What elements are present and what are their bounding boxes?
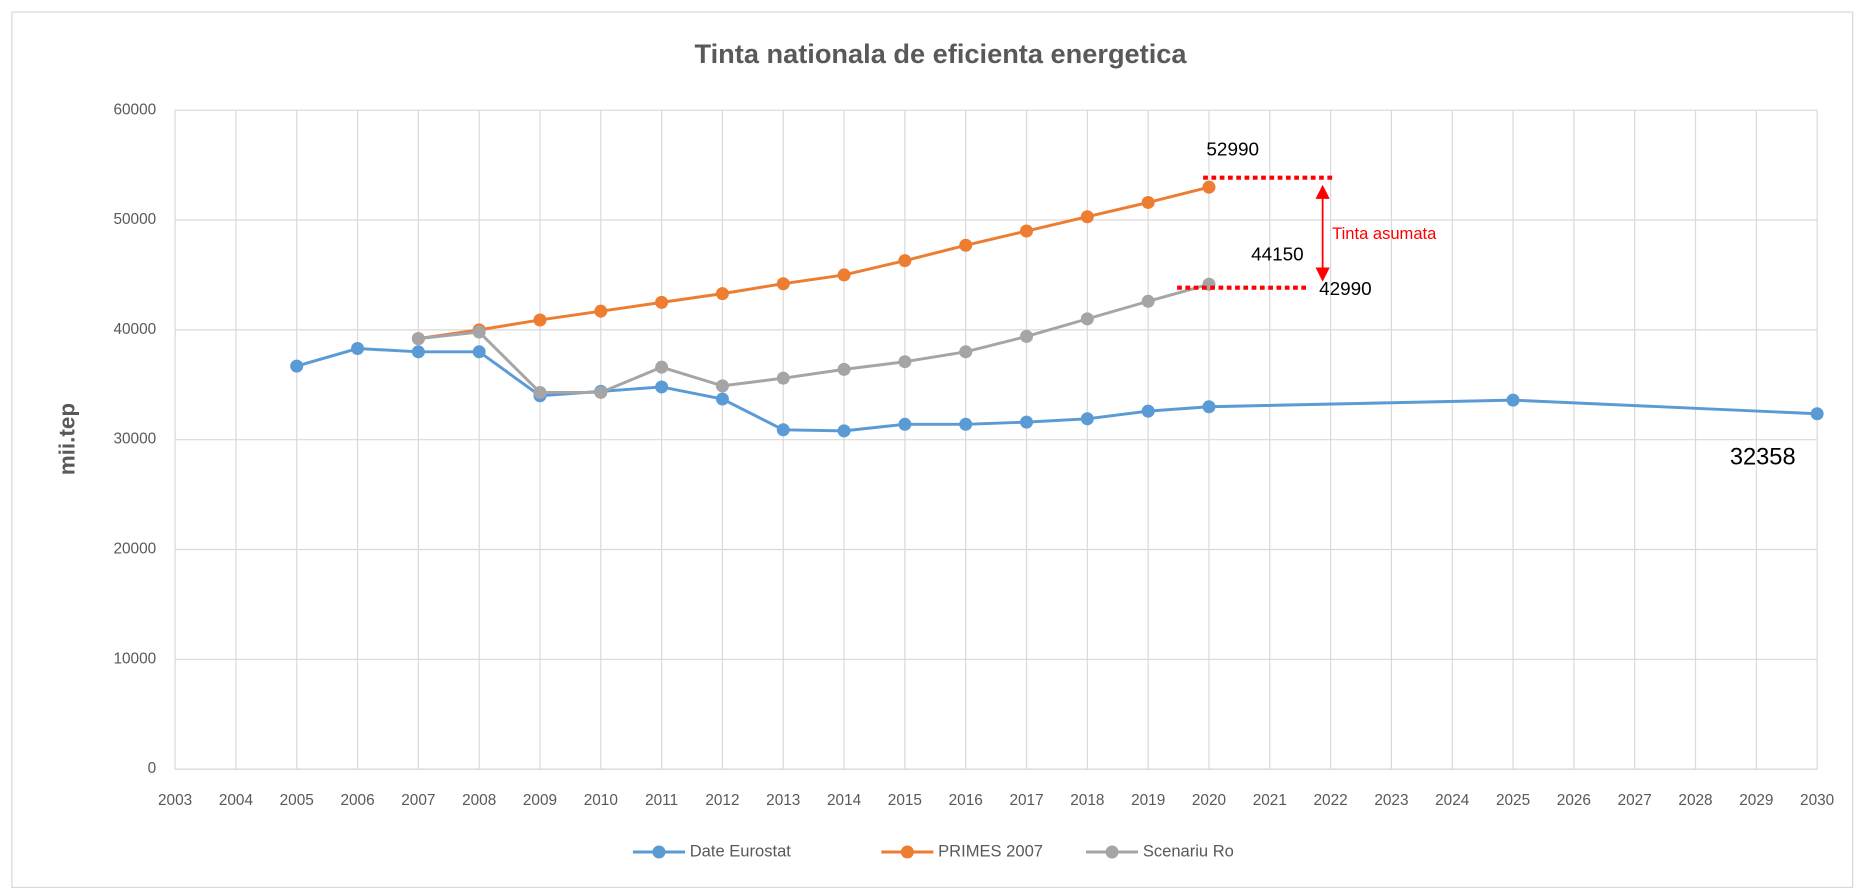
legend-item: Date Eurostat bbox=[632, 841, 792, 860]
legend-label: Date Eurostat bbox=[690, 841, 792, 860]
x-tick-label: 2027 bbox=[1618, 792, 1652, 809]
annotation: Tinta asumata bbox=[1332, 224, 1437, 243]
x-tick-label: 2017 bbox=[1009, 792, 1043, 809]
legend-item: Scenariu Ro bbox=[1086, 841, 1234, 860]
point bbox=[594, 385, 608, 399]
x-tick-label: 2007 bbox=[401, 792, 435, 809]
point bbox=[411, 332, 425, 346]
x-tick-label: 2003 bbox=[158, 792, 192, 809]
annotation: 52990 bbox=[1206, 139, 1259, 160]
point bbox=[1202, 180, 1216, 194]
y-tick-label: 20000 bbox=[113, 541, 156, 558]
x-tick-label: 2028 bbox=[1678, 792, 1712, 809]
x-tick-label: 2030 bbox=[1800, 792, 1834, 809]
point bbox=[1080, 210, 1094, 224]
legend-label: PRIMES 2007 bbox=[938, 841, 1043, 860]
chart-frame bbox=[11, 11, 1854, 889]
point bbox=[1020, 329, 1034, 343]
x-tick-label: 2008 bbox=[462, 792, 496, 809]
point bbox=[1810, 407, 1824, 421]
point bbox=[1080, 312, 1094, 326]
point bbox=[715, 379, 729, 393]
series-line bbox=[418, 185, 1210, 341]
point bbox=[1141, 195, 1155, 209]
point bbox=[1202, 400, 1216, 414]
point bbox=[411, 345, 425, 359]
point bbox=[533, 385, 547, 399]
series-line bbox=[418, 282, 1210, 394]
y-tick-label: 40000 bbox=[113, 321, 156, 338]
y-tick-label: 10000 bbox=[113, 650, 156, 667]
legend-marker bbox=[900, 845, 914, 859]
point bbox=[472, 325, 486, 339]
annotation: 42990 bbox=[1319, 279, 1372, 300]
legend-marker bbox=[652, 845, 666, 859]
point bbox=[1506, 393, 1520, 407]
point bbox=[837, 424, 851, 438]
x-tick-label: 2029 bbox=[1739, 792, 1773, 809]
x-tick-label: 2011 bbox=[645, 792, 678, 809]
point bbox=[715, 287, 729, 301]
x-tick-label: 2025 bbox=[1496, 792, 1530, 809]
legend-item: PRIMES 2007 bbox=[881, 841, 1043, 860]
y-tick-label: 60000 bbox=[113, 101, 156, 118]
point bbox=[776, 277, 790, 291]
x-tick-label: 2022 bbox=[1314, 792, 1348, 809]
y-tick-label: 30000 bbox=[113, 431, 156, 448]
point bbox=[715, 392, 729, 406]
x-tick-label: 2009 bbox=[523, 792, 557, 809]
x-tick-label: 2015 bbox=[888, 792, 922, 809]
x-tick-label: 2020 bbox=[1192, 792, 1226, 809]
point bbox=[776, 423, 790, 437]
point bbox=[472, 345, 486, 359]
point bbox=[959, 417, 973, 431]
x-tick-label: 2012 bbox=[705, 792, 739, 809]
x-tick-label: 2013 bbox=[766, 792, 800, 809]
series-line bbox=[296, 347, 1818, 433]
x-tick-label: 2026 bbox=[1557, 792, 1591, 809]
point bbox=[594, 304, 608, 318]
x-tick-label: 2018 bbox=[1070, 792, 1104, 809]
arrow-head bbox=[1315, 184, 1330, 199]
annotation: 44150 bbox=[1251, 245, 1304, 266]
x-tick-label: 2010 bbox=[584, 792, 618, 809]
point bbox=[1141, 294, 1155, 308]
point bbox=[655, 360, 669, 374]
point bbox=[533, 313, 547, 327]
x-tick-label: 2006 bbox=[340, 792, 374, 809]
point bbox=[1020, 224, 1034, 238]
point bbox=[290, 359, 304, 373]
point bbox=[898, 254, 912, 268]
x-tick-label: 2019 bbox=[1131, 792, 1165, 809]
x-tick-label: 2021 bbox=[1253, 792, 1287, 809]
point bbox=[837, 268, 851, 282]
x-tick-label: 2004 bbox=[219, 792, 254, 809]
x-tick-label: 2024 bbox=[1435, 792, 1470, 809]
annotation: 32358 bbox=[1730, 444, 1796, 470]
point bbox=[1080, 412, 1094, 426]
y-axis-title: mii.tep bbox=[55, 403, 80, 475]
point bbox=[959, 238, 973, 252]
point bbox=[898, 355, 912, 369]
chart-title: Tinta nationala de eficienta energetica bbox=[694, 38, 1187, 69]
point bbox=[351, 342, 365, 356]
point bbox=[655, 380, 669, 394]
point bbox=[1141, 404, 1155, 418]
point bbox=[837, 362, 851, 376]
point bbox=[1020, 415, 1034, 429]
point bbox=[959, 345, 973, 359]
x-tick-label: 2016 bbox=[949, 792, 983, 809]
legend-marker bbox=[1105, 845, 1119, 859]
x-tick-label: 2014 bbox=[827, 792, 862, 809]
arrow-head bbox=[1315, 267, 1330, 282]
x-tick-label: 2005 bbox=[280, 792, 314, 809]
point bbox=[655, 295, 669, 309]
point bbox=[776, 371, 790, 385]
point bbox=[898, 417, 912, 431]
y-tick-label: 50000 bbox=[113, 211, 156, 228]
y-tick-label: 0 bbox=[148, 760, 157, 777]
x-tick-label: 2023 bbox=[1374, 792, 1408, 809]
legend-label: Scenariu Ro bbox=[1143, 841, 1234, 860]
